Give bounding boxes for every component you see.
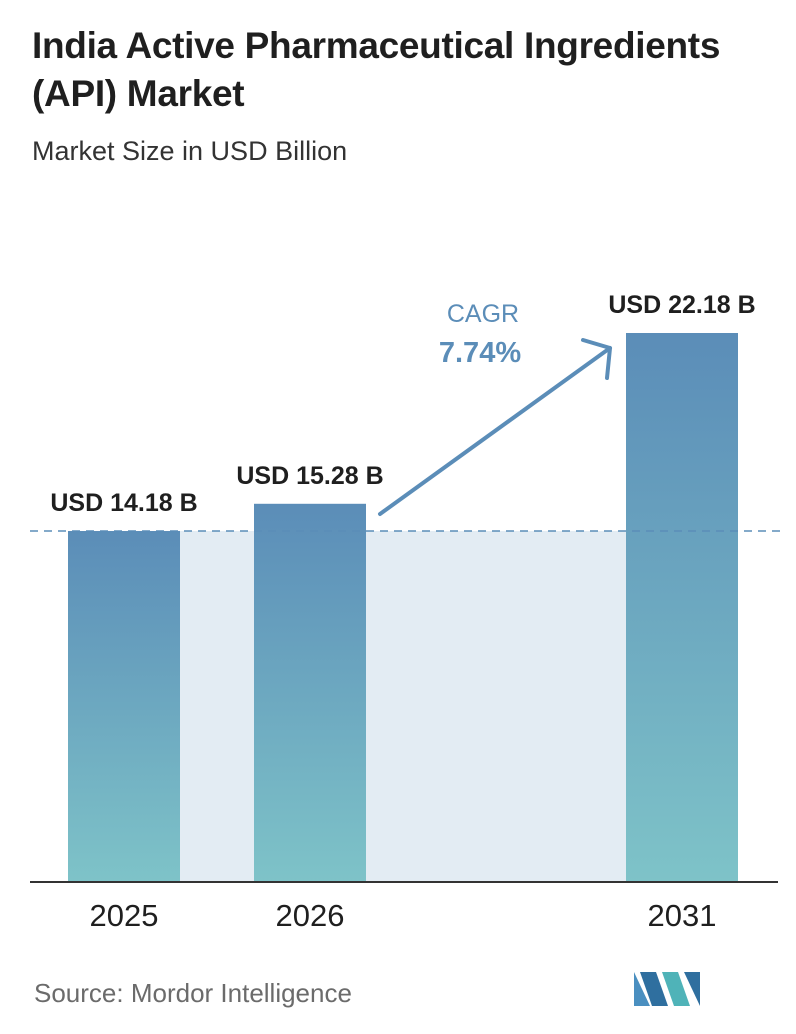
cagr-arrow-head [581,338,612,380]
labels-layer: USD 14.18 B USD 15.28 B USD 22.18 B [50,291,755,517]
chart-subtitle: Market Size in USD Billion [32,136,348,166]
chart-title: India Active Pharmaceutical Ingredients … [32,25,721,114]
cagr-arrow-line [378,346,612,516]
mordor-logo-icon [634,972,700,1006]
cagr-value: 7.74% [439,337,521,369]
value-label-2025: USD 14.18 B [50,489,197,517]
tick-label-2026: 2026 [276,898,345,933]
source-note: Source: Mordor Intelligence [34,978,352,1008]
cagr-annotation: CAGR 7.74% [378,300,612,516]
tick-labels-layer: 2025 2026 2031 [90,898,717,933]
bars-layer [68,333,738,882]
tick-label-2031: 2031 [648,898,717,933]
value-label-2031: USD 22.18 B [608,291,755,319]
bar-2025 [68,531,180,882]
tick-label-2025: 2025 [90,898,159,933]
bar-2026 [254,503,366,882]
value-label-2026: USD 15.28 B [236,462,383,490]
bar-2031 [626,333,738,882]
cagr-label: CAGR [447,300,519,328]
